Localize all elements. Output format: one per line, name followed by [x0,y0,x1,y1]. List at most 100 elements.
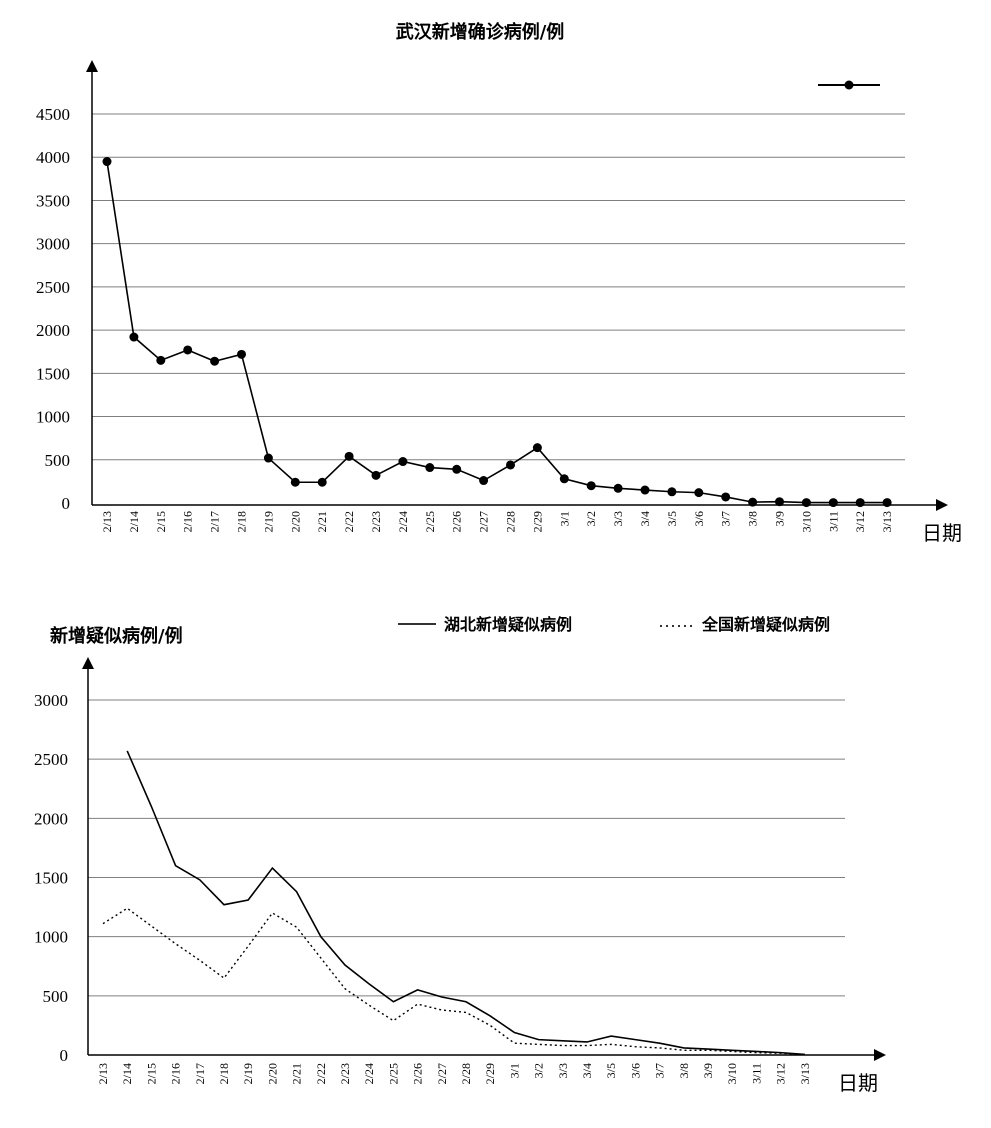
x-tick-label: 2/17 [193,1063,207,1084]
x-tick-label: 2/18 [217,1063,231,1084]
x-tick-label: 2/15 [144,1063,158,1084]
x-tick-label: 3/7 [719,511,733,526]
data-point [398,457,408,467]
series-line [106,161,888,504]
x-tick-label: 2/25 [423,511,437,532]
data-point [882,498,892,508]
data-point [801,498,811,508]
data-point [855,498,865,508]
y-tick-label: 2500 [34,750,68,769]
y-tick-label: 1500 [36,364,70,383]
data-point [156,355,166,365]
data-point [210,356,220,366]
x-tick-label: 2/26 [450,511,464,532]
x-tick-label: 2/24 [362,1063,376,1084]
x-tick-label: 3/13 [798,1063,812,1084]
x-tick-label: 3/13 [880,511,894,532]
chart2-gridlines [88,699,845,997]
data-point [317,477,327,487]
x-tick-label: 3/8 [746,511,760,526]
y-tick-label: 3000 [36,235,70,254]
data-point [613,483,623,493]
x-tick-label: 2/19 [261,511,275,532]
x-tick-label: 3/6 [692,511,706,526]
x-tick-label: 2/21 [290,1063,304,1084]
x-tick-label: 3/10 [725,1063,739,1084]
x-tick-label: 2/27 [477,511,491,532]
x-tick-label: 3/4 [580,1063,594,1078]
x-tick-label: 3/4 [638,511,652,526]
x-tick-label: 2/26 [411,1063,425,1084]
data-point [290,477,300,487]
chart2-y-axis-arrow [82,657,94,669]
chart2-legend: 湖北新增疑似病例 全国新增疑似病例 [398,615,830,634]
x-tick-label: 2/27 [435,1063,449,1084]
x-tick-label: 2/19 [241,1063,255,1084]
x-tick-label: 3/9 [773,511,787,526]
x-tick-label: 2/16 [181,511,195,532]
series-line [126,750,805,1056]
chart1-series [102,157,892,508]
chart1-x-tick-labels: 2/13 2/14 2/15 2/16 2/17 2/18 2/19 2/20 2/21 2/22… [100,511,894,532]
x-tick-label: 3/6 [628,1063,642,1078]
x-tick-label: 2/29 [530,511,544,532]
y-tick-label: 1000 [36,408,70,427]
x-tick-label: 2/20 [288,511,302,532]
data-point [129,332,139,342]
x-tick-label: 2/13 [96,1063,110,1084]
chart1-legend [818,80,880,90]
x-tick-label: 3/1 [507,1063,521,1078]
data-point [371,470,381,480]
data-point [102,157,112,167]
y-tick-label: 4500 [36,105,70,124]
chart2-y-tick-labels: 0 500 1000 1500 2000 2500 3000 [34,691,68,1065]
x-tick-label: 3/9 [701,1063,715,1078]
x-tick-label: 2/25 [386,1063,400,1084]
chart2-y-axis-label: 新增疑似病例/例 [50,625,183,647]
x-tick-label: 3/2 [584,511,598,526]
x-tick-label: 3/5 [665,511,679,526]
data-point [506,460,515,470]
data-point [721,492,731,502]
data-point [559,474,569,484]
chart2-x-axis-label: 日期 [838,1071,878,1095]
data-point [694,488,704,498]
y-tick-label: 3500 [36,191,70,210]
chart1-y-tick-labels: 0 500 1000 1500 2000 2500 3000 3500 4000 4500 [36,105,70,513]
x-tick-label: 3/3 [556,1063,570,1078]
x-tick-label: 2/28 [459,1063,473,1084]
x-tick-label: 2/15 [154,511,168,532]
chart1-y-axis-arrow [86,60,98,72]
chart1-gridlines [92,113,905,461]
y-tick-label: 0 [60,1046,69,1065]
legend-hubei-label: 湖北新增疑似病例 [444,615,572,634]
data-point [828,498,838,508]
data-point [667,487,677,497]
data-point [452,464,462,474]
data-point [237,349,246,359]
data-point [748,497,758,507]
data-point [775,497,784,507]
chart-wuhan-confirmed: 武汉新增确诊病例/例 0 500 1000 1500 2000 2500 3000 3500 4… [36,21,962,545]
data-point [640,485,650,495]
chart2-series [102,750,805,1056]
data-point [263,453,273,463]
x-tick-label: 2/17 [208,511,222,532]
data-point [344,451,354,461]
chart1-legend-marker [844,80,854,90]
x-tick-label: 3/3 [611,511,625,526]
chart1-title: 武汉新增确诊病例/例 [396,21,565,43]
y-tick-label: 0 [62,494,71,513]
data-point [425,463,435,473]
x-tick-label: 2/20 [265,1063,279,1084]
x-tick-label: 2/22 [314,1063,328,1084]
x-tick-label: 2/21 [315,511,329,532]
x-tick-label: 2/18 [235,511,249,532]
x-tick-label: 2/14 [127,511,141,532]
x-tick-label: 2/29 [483,1063,497,1084]
x-tick-label: 2/28 [504,511,518,532]
x-tick-label: 2/14 [120,1063,134,1084]
x-tick-label: 2/24 [396,511,410,532]
y-tick-label: 2000 [34,809,68,828]
